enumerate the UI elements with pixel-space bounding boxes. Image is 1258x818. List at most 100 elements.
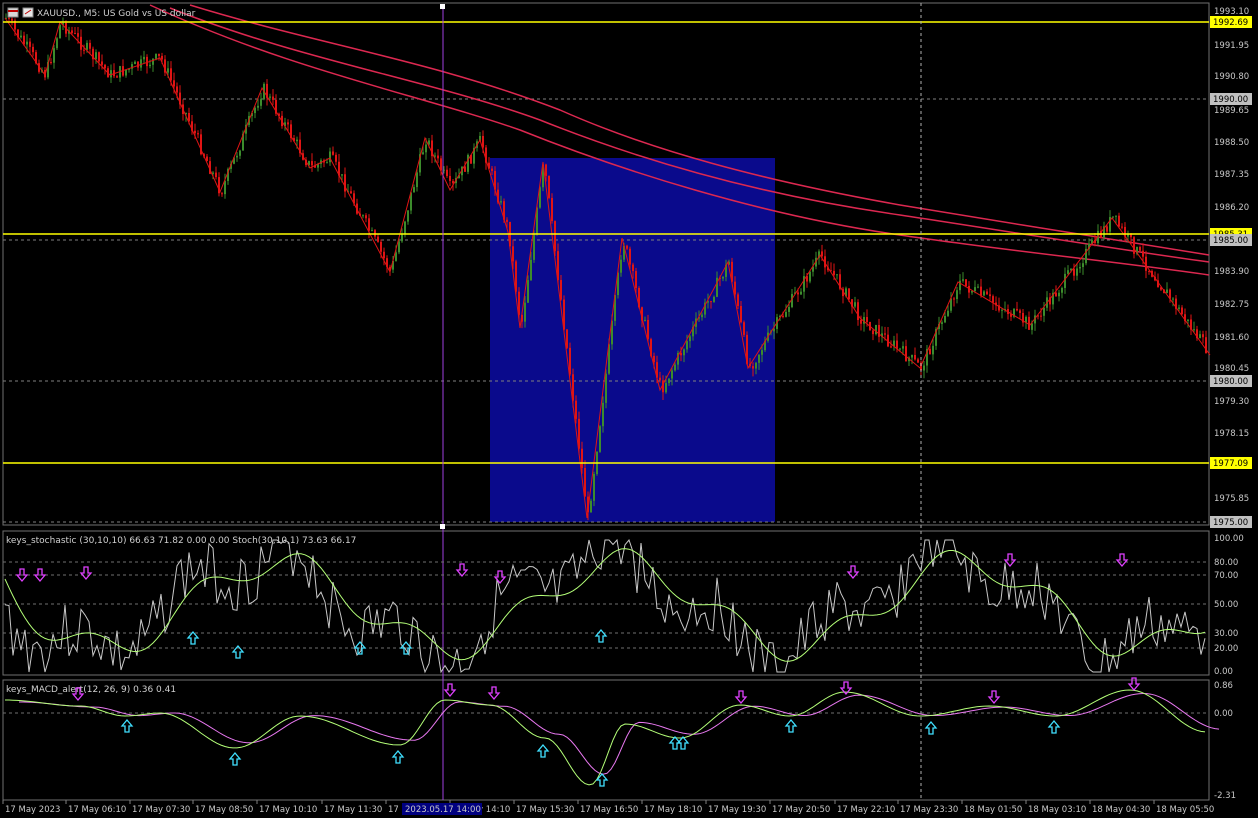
time-highlight-label: 2023.05.17 14:00: [405, 805, 481, 815]
candle-body: [71, 30, 73, 33]
candle-body: [521, 314, 523, 322]
candle-body: [566, 329, 568, 348]
candle-body: [146, 56, 148, 67]
candle-body: [671, 370, 673, 379]
candle-body: [233, 157, 235, 164]
candle-body: [131, 64, 133, 69]
candle-body: [800, 291, 802, 295]
candle-body: [836, 274, 838, 276]
arrow-down-icon: [443, 683, 457, 698]
candle-body: [170, 68, 172, 81]
candle-body: [722, 276, 724, 279]
candle-body: [974, 287, 976, 292]
time-axis-label: 17 May 22:10: [837, 805, 895, 815]
candle-body: [953, 298, 955, 300]
candle-body: [830, 270, 832, 272]
arrow-up-icon: [595, 772, 609, 787]
candle-body: [1187, 319, 1189, 321]
candle-body: [626, 245, 628, 249]
candle-body: [641, 307, 643, 321]
candle-body: [152, 58, 154, 65]
candle-body: [947, 310, 949, 316]
price-axis-label: 1983.90: [1214, 267, 1249, 277]
candle-body: [971, 291, 973, 293]
arrow-down-icon: [1127, 677, 1141, 692]
candle-body: [740, 305, 742, 323]
candle-body: [227, 168, 229, 181]
window-icon[interactable]: [7, 7, 34, 18]
candle-body: [398, 241, 400, 253]
candle-body: [803, 276, 805, 292]
candle-body: [1094, 239, 1096, 244]
candle-body: [965, 279, 967, 286]
highlight-zone[interactable]: [490, 158, 775, 522]
candle-body: [563, 299, 565, 330]
candle-body: [191, 121, 193, 131]
candle-body: [143, 56, 145, 60]
candle-body: [485, 147, 487, 163]
candle-body: [326, 162, 328, 164]
candle-body: [716, 277, 718, 297]
candle-body: [236, 155, 238, 158]
marker-handle-top[interactable]: [440, 4, 445, 9]
candle-body: [674, 364, 676, 371]
candle-body: [842, 288, 844, 297]
candle-body: [617, 272, 619, 296]
macd-panel[interactable]: [2, 679, 1210, 801]
candle-body: [950, 298, 952, 311]
candle-body: [935, 329, 937, 346]
macd-level-label: 0.86: [1214, 681, 1233, 691]
candle-body: [707, 301, 709, 303]
time-axis-label: 18 May 01:50: [964, 805, 1022, 815]
candle-body: [881, 333, 883, 337]
candle-body: [839, 274, 841, 289]
candle-body: [164, 59, 166, 73]
candle-body: [14, 20, 16, 30]
candle-body: [365, 215, 367, 219]
yellow-level-lines[interactable]: [3, 21, 1209, 464]
candle-body: [1142, 250, 1144, 257]
candle-body: [35, 52, 37, 64]
candle-body: [692, 326, 694, 337]
stochastic-panel[interactable]: [2, 530, 1210, 676]
candle-body: [593, 474, 595, 501]
stochastic-arrows: [15, 553, 1129, 659]
candle-body: [962, 279, 964, 281]
candle-body: [179, 92, 181, 105]
price-axis-label: 1991.95: [1214, 41, 1249, 51]
candle-body: [416, 172, 418, 188]
candle-body: [899, 348, 901, 350]
arrow-up-icon: [353, 640, 367, 655]
stochastic-levels: 100.00 80.00 70.00 50.00 30.00 20.00 0.00: [3, 534, 1244, 677]
candle-body: [32, 46, 34, 53]
time-axis-label: 18 May 03:10: [1028, 805, 1086, 815]
candle-body: [446, 169, 448, 176]
candle-body: [434, 155, 436, 157]
candle-body: [1091, 239, 1093, 244]
candle-body: [335, 154, 337, 162]
candle-body: [977, 286, 979, 288]
candle-body: [224, 180, 226, 195]
candle-body: [644, 319, 646, 321]
candle-body: [383, 251, 385, 259]
candle-body: [719, 277, 721, 279]
candle-body: [50, 62, 52, 64]
candle-body: [1130, 233, 1132, 238]
candle-body: [668, 378, 670, 384]
candle-body: [998, 305, 1000, 311]
candle-body: [611, 320, 613, 345]
candle-body: [275, 99, 277, 114]
marker-handle-bottom[interactable]: [440, 524, 445, 529]
candle-body: [392, 260, 394, 270]
arrow-down-icon: [1115, 553, 1129, 568]
candle-body: [344, 174, 346, 192]
time-axis-label: 17 May 2023: [5, 805, 60, 815]
price-axis-label: 1980.45: [1214, 364, 1249, 374]
candle-body: [845, 288, 847, 297]
stochastic-level-label: 20.00: [1214, 644, 1238, 654]
candle-body: [92, 48, 94, 60]
candle-body: [116, 76, 118, 78]
candle-body: [560, 280, 562, 300]
candle-body: [254, 107, 256, 114]
